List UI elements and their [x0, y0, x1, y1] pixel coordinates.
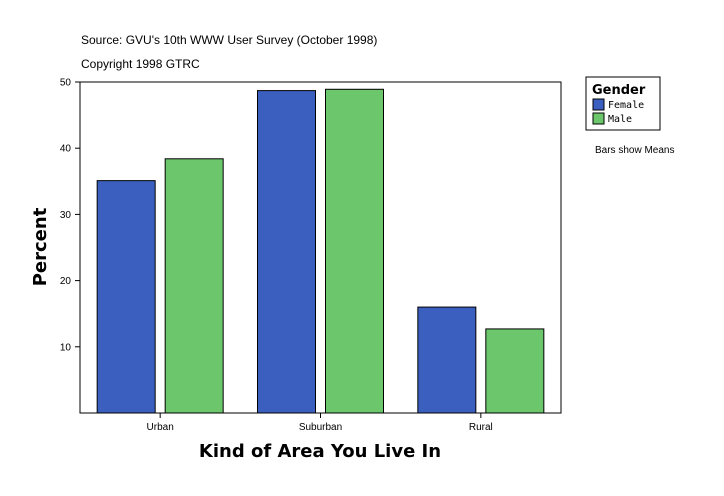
- legend-swatch-female: [592, 98, 605, 111]
- bar-male-rural: [485, 328, 545, 414]
- y-tick-label: 50: [60, 78, 72, 89]
- legend-title: Gender: [592, 83, 646, 98]
- y-axis-title: Percent: [30, 207, 51, 286]
- x-tick-label-suburban: Suburban: [299, 422, 342, 433]
- legend-swatch-male: [592, 112, 605, 125]
- bar-female-urban: [96, 180, 156, 414]
- x-axis: Urban Suburban Rural: [147, 413, 493, 433]
- bar-female-suburban: [257, 90, 316, 414]
- chart-note: Bars show Means: [595, 145, 674, 156]
- bar-female-rural: [417, 306, 477, 414]
- y-tick-label: 40: [60, 144, 72, 155]
- x-tick-label-urban: Urban: [147, 422, 174, 433]
- chart-source: Source: GVU's 10th WWW User Survey (Octo…: [81, 33, 377, 47]
- y-tick-label: 10: [60, 342, 72, 353]
- x-tick-label-rural: Rural: [469, 422, 493, 433]
- y-axis: 10 20 30 40 50: [60, 78, 80, 353]
- legend-label-male: Male: [608, 114, 632, 125]
- legend: Gender Female Male: [585, 76, 661, 131]
- chart-copyright: Copyright 1998 GTRC: [81, 57, 200, 71]
- y-tick-label: 30: [60, 210, 72, 221]
- x-axis-title: Kind of Area You Live In: [199, 441, 441, 462]
- bars: [96, 88, 545, 414]
- y-tick-label: 20: [60, 276, 72, 287]
- legend-label-female: Female: [608, 100, 644, 111]
- bar-male-suburban: [325, 88, 384, 414]
- bar-male-urban: [164, 158, 224, 414]
